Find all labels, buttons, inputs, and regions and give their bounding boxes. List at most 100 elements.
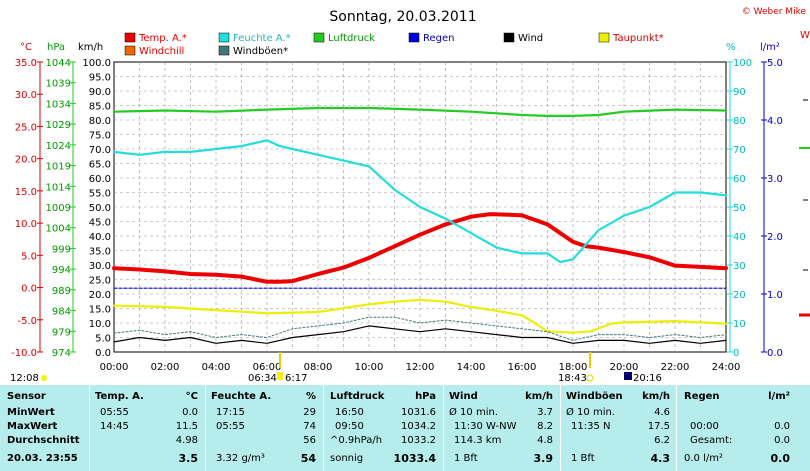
- celsius-tick-label: 35.0: [15, 58, 37, 69]
- legend-label-wind: Wind: [518, 33, 543, 44]
- percent-tick-label: 40: [733, 232, 746, 243]
- stats-header-gusts: Windböen: [566, 391, 623, 402]
- stats-unit-rain: l/m²: [768, 391, 790, 402]
- series-line-feuchte-a: [112, 139, 728, 264]
- sunrise-time: 06:34: [248, 373, 277, 384]
- stats-gusts-max-value: 17.5: [647, 421, 670, 432]
- weather-chart: Sonntag, 20.03.2011 © Weber Mike W °C hP…: [10, 7, 810, 384]
- stats-row-label-max: MaxWert: [7, 421, 58, 432]
- series-line-temp-a: [112, 212, 728, 284]
- unit-lm2: l/m²: [760, 42, 780, 53]
- stats-wind-current: 3.9: [533, 452, 554, 465]
- stats-unit-pressure: hPa: [415, 391, 436, 402]
- kmh-tick-label: 30.0: [89, 261, 111, 272]
- time-tick-label: 02:00: [151, 362, 180, 373]
- stats-pressure-max-value: 1034.2: [401, 421, 436, 432]
- kmh-tick-label: 90.0: [89, 87, 111, 98]
- celsius-tick-label: 15.0: [15, 187, 37, 198]
- hpa-tick-label: 994: [52, 265, 71, 276]
- hpa-tick-label: 1034: [46, 99, 71, 110]
- percent-tick-label: 60: [733, 174, 746, 185]
- legend-label-temp: Temp. A.*: [138, 33, 187, 44]
- percent-tick-label: 80: [733, 116, 746, 127]
- hpa-tick-label: 1009: [46, 203, 71, 214]
- time-tick-label: 20:00: [610, 362, 639, 373]
- stats-rain-total-label: Gesamt:: [690, 435, 733, 446]
- sun-markers: 12:08 06:34 6:17 18:43 20:16: [10, 352, 662, 384]
- percent-tick-label: 0: [733, 348, 739, 359]
- legend-label-gusts: Windböen*: [233, 46, 288, 57]
- hpa-tick-label: 999: [52, 244, 71, 255]
- partial-edge-label: W: [800, 30, 810, 41]
- hpa-tick-label: 1024: [46, 141, 71, 152]
- hpa-tick-label: 1044: [46, 58, 71, 69]
- stats-gusts-avg-value: 6.2: [654, 435, 670, 446]
- axis-ticks: 35.0 30.0 25.0 20.0 15.0 10.0 5.0 0.0 -5.0 -10.0 1…: [11, 58, 783, 373]
- moon-icon: [624, 372, 632, 380]
- kmh-tick-label: 95.0: [89, 73, 111, 84]
- legend-swatch-temp: [124, 32, 136, 43]
- hpa-tick-label: 1029: [46, 120, 71, 131]
- stats-humidity-min-value: 29: [303, 407, 316, 418]
- celsius-tick-label: 5.0: [21, 251, 37, 262]
- legend-label-rain: Regen: [423, 33, 455, 44]
- stats-temp-max-time: 14:45: [100, 421, 129, 432]
- stats-gusts-avg-label: Ø 10 min.: [566, 407, 615, 418]
- stats-current-datetime: 20.03. 23:55: [7, 453, 78, 464]
- stats-wind-beaufort: 1 Bft: [454, 453, 478, 464]
- sunset-time: 18:43: [558, 373, 587, 384]
- percent-tick-label: 30: [733, 261, 746, 272]
- legend-item-windchill: Windchill: [124, 45, 184, 57]
- hpa-tick-label: 1014: [46, 182, 71, 193]
- stats-rain-current: 0.0: [770, 452, 791, 465]
- series-line-wind: [113, 325, 727, 344]
- legend-label-dewpoint: Taupunkt*: [612, 33, 664, 44]
- legend-item-humidity: Feuchte A.*: [218, 32, 291, 44]
- stats-row-label-min: MinWert: [7, 407, 55, 418]
- celsius-tick-label: -5.0: [17, 316, 37, 327]
- stats-separator: [560, 385, 561, 471]
- stats-separator: [443, 385, 444, 471]
- celsius-tick-label: 20.0: [15, 155, 37, 166]
- time-tick-label: 24:00: [712, 362, 741, 373]
- celsius-tick-label: 30.0: [15, 90, 37, 101]
- hpa-tick-label: 989: [52, 286, 71, 297]
- stats-humidity-absolute: 3.32 g/m³: [216, 453, 265, 464]
- legend-item-pressure: Luftdruck: [313, 32, 375, 44]
- legend-item-temp: Temp. A.*: [124, 32, 187, 44]
- legend-label-windchill: Windchill: [139, 46, 184, 57]
- stats-rain-max-time: 00:00: [690, 421, 719, 432]
- legend-swatch-wind: [503, 32, 515, 43]
- celsius-tick-label: -10.0: [11, 348, 37, 359]
- stats-gusts-avg10-value: 4.6: [654, 407, 670, 418]
- stats-humidity-min-time: 17:15: [216, 407, 245, 418]
- legend-swatch-rain: [408, 32, 420, 43]
- kmh-tick-label: 75.0: [89, 131, 111, 142]
- stats-rain-total-value: 0.0: [774, 435, 790, 446]
- lm2-tick-label: 3.0: [767, 174, 783, 185]
- stats-table: Sensor MinWert MaxWert Durchschnitt 20.0…: [0, 385, 810, 471]
- hpa-tick-label: 1004: [46, 224, 71, 235]
- sunrise-alt-time: 6:17: [285, 373, 307, 384]
- stats-separator: [323, 385, 324, 471]
- kmh-tick-label: 65.0: [89, 160, 111, 171]
- stats-separator: [676, 385, 677, 471]
- stats-gusts-max-time: 11:35 N: [571, 421, 611, 432]
- unit-celsius: °C: [20, 42, 32, 53]
- kmh-tick-label: 50.0: [89, 203, 111, 214]
- hpa-tick-label: 974: [52, 348, 71, 359]
- stats-humidity-avg-value: 56: [303, 435, 316, 446]
- stats-header-wind: Wind: [449, 391, 478, 402]
- legend-swatch-gusts: [218, 45, 230, 56]
- time-tick-label: 18:00: [559, 362, 588, 373]
- percent-tick-label: 10: [733, 319, 746, 330]
- legend: Temp. A.* Feuchte A.* Luftdruck Regen Wi…: [124, 32, 664, 57]
- legend-label-pressure: Luftdruck: [328, 33, 375, 44]
- time-tick-label: 06:00: [253, 362, 282, 373]
- lm2-tick-label: 0.0: [767, 348, 783, 359]
- stats-unit-wind: km/h: [525, 391, 553, 402]
- legend-label-humidity: Feuchte A.*: [233, 33, 291, 44]
- kmh-tick-label: 15.0: [89, 305, 111, 316]
- stats-pressure-forecast: sonnig: [330, 453, 364, 464]
- credit-text: © Weber Mike: [742, 7, 807, 17]
